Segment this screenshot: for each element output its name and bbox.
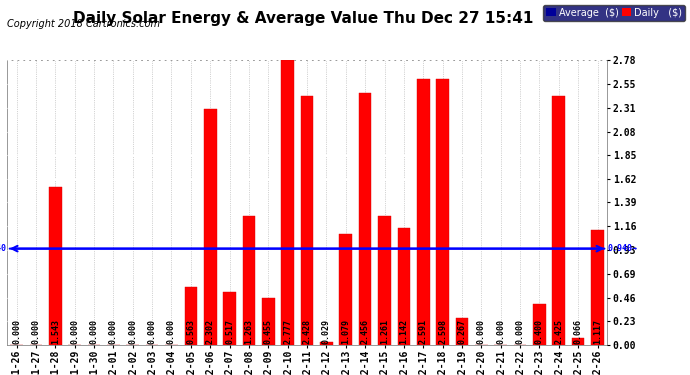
Text: 0.000: 0.000 (70, 320, 79, 345)
Bar (339, 234, 352, 345)
Text: 1.263: 1.263 (244, 320, 253, 345)
Text: 2.428: 2.428 (302, 320, 312, 345)
Text: ←0.940: ←0.940 (0, 244, 7, 253)
Legend: Average  ($), Daily   ($): Average ($), Daily ($) (543, 5, 685, 21)
Text: 2.456: 2.456 (361, 320, 370, 345)
Text: 0.940→: 0.940→ (607, 244, 637, 253)
Bar (184, 287, 197, 345)
Text: 0.455: 0.455 (264, 320, 273, 345)
Text: 0.517: 0.517 (225, 320, 234, 345)
Text: 1.142: 1.142 (400, 320, 408, 345)
Text: 0.000: 0.000 (515, 320, 524, 345)
Text: 1.543: 1.543 (51, 320, 60, 345)
Text: 0.066: 0.066 (573, 320, 582, 345)
Text: 1.117: 1.117 (593, 320, 602, 345)
Text: 0.400: 0.400 (535, 320, 544, 345)
Text: 0.563: 0.563 (186, 320, 195, 345)
Text: 0.000: 0.000 (496, 320, 505, 345)
Text: Copyright 2018 Cartronics.com: Copyright 2018 Cartronics.com (7, 19, 160, 29)
Text: 0.000: 0.000 (128, 320, 137, 345)
Text: 2.302: 2.302 (206, 320, 215, 345)
Text: 0.000: 0.000 (32, 320, 41, 345)
Bar (320, 342, 333, 345)
Text: 0.000: 0.000 (477, 320, 486, 345)
Bar (243, 216, 255, 345)
Text: Daily Solar Energy & Average Value Thu Dec 27 15:41: Daily Solar Energy & Average Value Thu D… (73, 11, 534, 26)
Bar (262, 298, 275, 345)
Bar (417, 80, 430, 345)
Bar (359, 93, 371, 345)
Text: 2.598: 2.598 (438, 320, 447, 345)
Bar (301, 96, 313, 345)
Text: 0.029: 0.029 (322, 320, 331, 345)
Text: 1.079: 1.079 (342, 320, 351, 345)
Bar (436, 79, 449, 345)
Text: 0.000: 0.000 (148, 320, 157, 345)
Bar (49, 187, 61, 345)
Text: 0.000: 0.000 (109, 320, 118, 345)
Text: 2.591: 2.591 (419, 320, 428, 345)
Bar (572, 338, 584, 345)
Text: 0.000: 0.000 (12, 320, 21, 345)
Bar (204, 109, 217, 345)
Bar (533, 304, 546, 345)
Bar (397, 228, 410, 345)
Bar (553, 96, 565, 345)
Bar (591, 231, 604, 345)
Bar (378, 216, 391, 345)
Bar (455, 318, 469, 345)
Bar (282, 60, 294, 345)
Text: 0.267: 0.267 (457, 320, 466, 345)
Text: 1.261: 1.261 (380, 320, 389, 345)
Text: 2.777: 2.777 (283, 320, 292, 345)
Bar (224, 292, 236, 345)
Text: 0.000: 0.000 (167, 320, 176, 345)
Text: 0.000: 0.000 (90, 320, 99, 345)
Text: 2.425: 2.425 (554, 320, 563, 345)
